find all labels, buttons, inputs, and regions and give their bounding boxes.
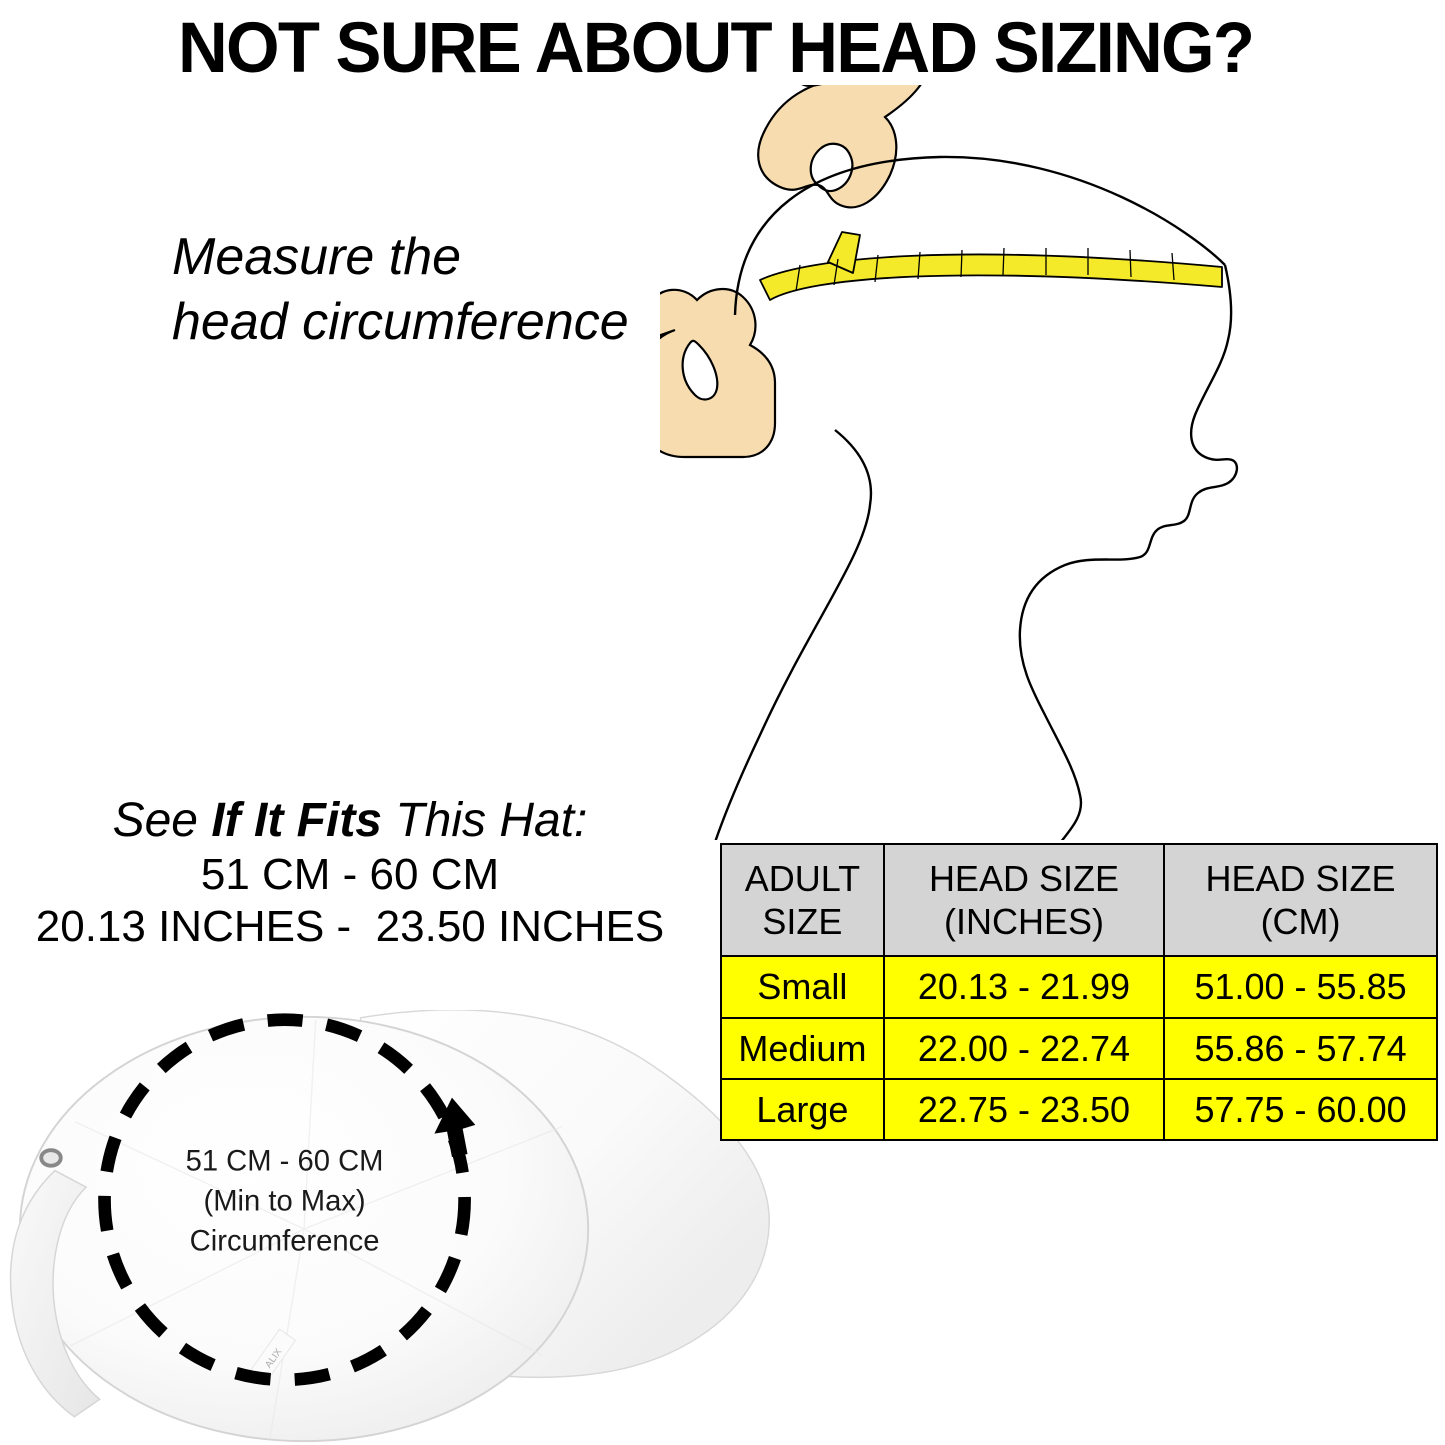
svg-text:(Min to Max): (Min to Max) [203, 1185, 365, 1217]
svg-text:Circumference: Circumference [190, 1225, 380, 1257]
svg-text:51 CM - 60 CM: 51 CM - 60 CM [186, 1146, 384, 1178]
